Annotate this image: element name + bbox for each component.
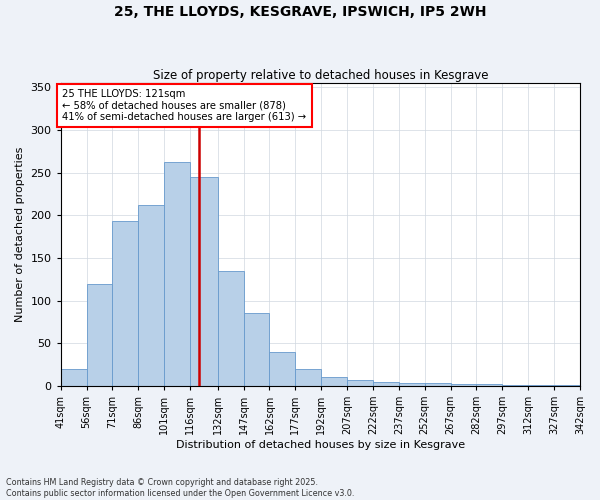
- Bar: [164, 162, 190, 386]
- Bar: [295, 369, 321, 386]
- Bar: [112, 222, 139, 386]
- Bar: [190, 177, 218, 386]
- Bar: [61, 369, 86, 386]
- Text: Contains HM Land Registry data © Crown copyright and database right 2025.
Contai: Contains HM Land Registry data © Crown c…: [6, 478, 355, 498]
- Bar: [86, 284, 112, 386]
- Bar: [476, 384, 502, 386]
- Bar: [139, 205, 164, 386]
- Text: 25 THE LLOYDS: 121sqm
← 58% of detached houses are smaller (878)
41% of semi-det: 25 THE LLOYDS: 121sqm ← 58% of detached …: [62, 89, 307, 122]
- Bar: [451, 384, 476, 386]
- Bar: [321, 378, 347, 386]
- Title: Size of property relative to detached houses in Kesgrave: Size of property relative to detached ho…: [152, 69, 488, 82]
- Text: 25, THE LLOYDS, KESGRAVE, IPSWICH, IP5 2WH: 25, THE LLOYDS, KESGRAVE, IPSWICH, IP5 2…: [114, 5, 486, 19]
- Bar: [218, 271, 244, 386]
- Bar: [244, 314, 269, 386]
- Bar: [373, 382, 399, 386]
- X-axis label: Distribution of detached houses by size in Kesgrave: Distribution of detached houses by size …: [176, 440, 465, 450]
- Bar: [502, 385, 528, 386]
- Bar: [554, 385, 580, 386]
- Y-axis label: Number of detached properties: Number of detached properties: [15, 147, 25, 322]
- Bar: [269, 352, 295, 386]
- Bar: [425, 384, 451, 386]
- Bar: [347, 380, 373, 386]
- Bar: [528, 385, 554, 386]
- Bar: [399, 382, 425, 386]
